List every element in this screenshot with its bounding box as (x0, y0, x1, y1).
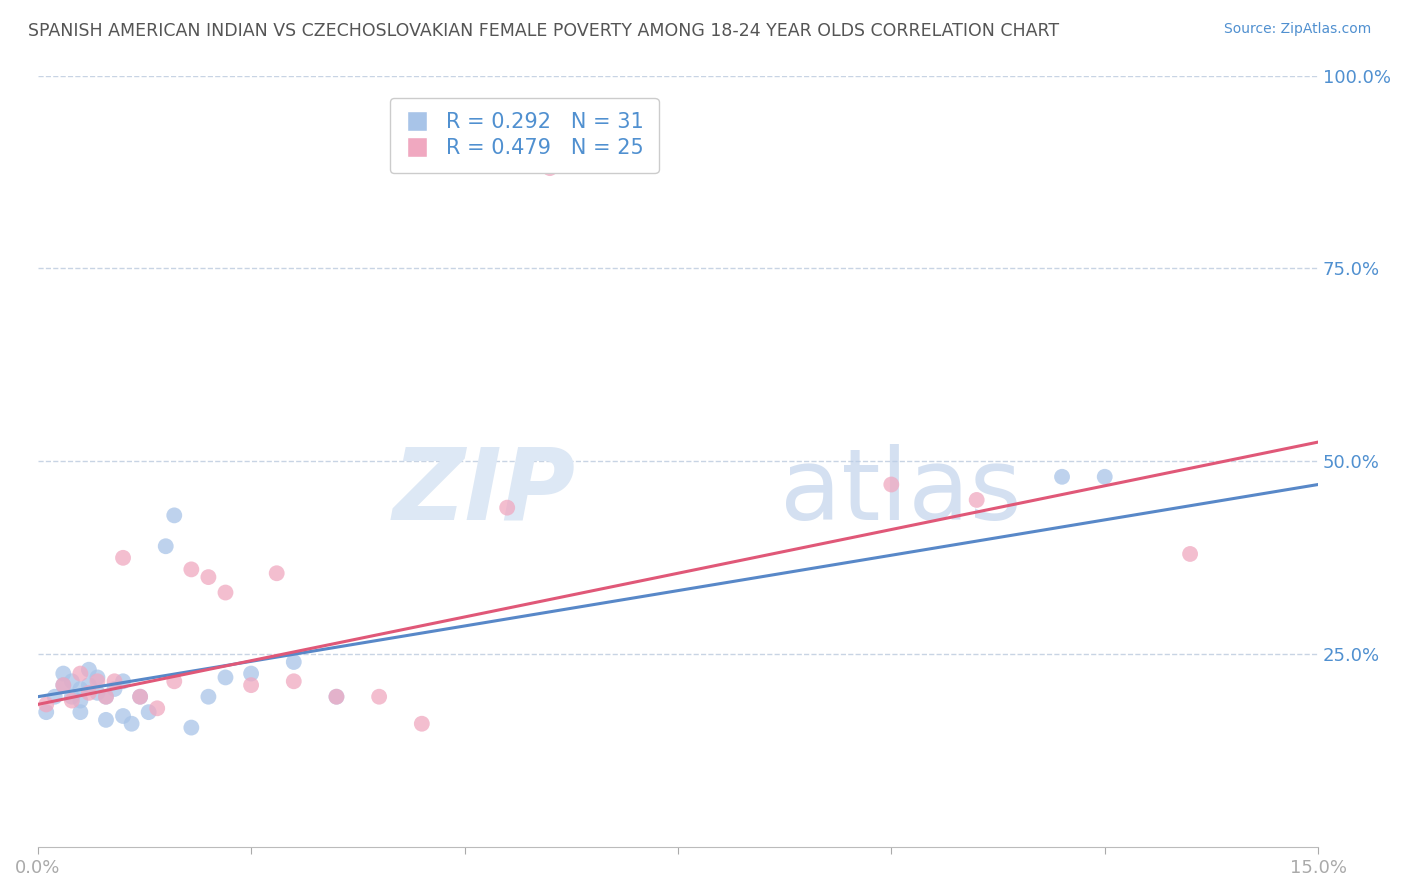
Point (60, 674, 83, 689)
Point (240, 666, 263, 681)
Point (538, 161, 561, 175)
Point (214, 585, 236, 599)
Point (35, 698, 58, 712)
Text: SPANISH AMERICAN INDIAN VS CZECHOSLOVAKIAN FEMALE POVERTY AMONG 18-24 YEAR OLDS : SPANISH AMERICAN INDIAN VS CZECHOSLOVAKI… (28, 22, 1059, 40)
Point (69, 693, 91, 707)
Text: Source: ZipAtlas.com: Source: ZipAtlas.com (1223, 22, 1371, 37)
Point (112, 550, 135, 565)
Text: ZIP: ZIP (392, 443, 575, 541)
Point (121, 716, 143, 731)
Point (103, 681, 125, 696)
Point (163, 674, 186, 689)
Point (180, 562, 202, 576)
Point (69, 681, 91, 696)
Point (496, 500, 519, 515)
Point (77, 686, 100, 700)
Point (129, 690, 152, 704)
Point (1178, 547, 1201, 561)
Point (44, 690, 66, 704)
Point (966, 492, 988, 507)
Point (214, 670, 236, 684)
Point (77, 663, 100, 677)
Point (35, 705, 58, 719)
Point (240, 678, 263, 692)
Point (197, 690, 219, 704)
Point (77, 678, 100, 692)
Point (411, 716, 433, 731)
Point (112, 709, 135, 723)
Point (138, 705, 160, 719)
Point (69, 705, 91, 719)
Point (86, 674, 108, 689)
Point (155, 539, 177, 553)
Point (69, 666, 91, 681)
Legend: R = 0.292   N = 31, R = 0.479   N = 25: R = 0.292 N = 31, R = 0.479 N = 25 (389, 97, 658, 173)
Point (283, 655, 305, 669)
Point (86, 686, 108, 700)
Point (283, 674, 305, 689)
Point (163, 508, 186, 523)
Point (52, 666, 75, 681)
Point (52, 678, 75, 692)
Point (266, 566, 288, 581)
Point (94, 690, 117, 704)
Point (1094, 470, 1116, 484)
Point (325, 690, 347, 704)
Point (1050, 470, 1073, 484)
Point (146, 701, 169, 715)
Point (52, 678, 75, 692)
Point (94, 713, 117, 727)
Point (103, 674, 125, 689)
Point (880, 477, 903, 491)
Text: atlas: atlas (780, 443, 1022, 541)
Point (112, 674, 135, 689)
Point (325, 690, 347, 704)
Point (197, 570, 219, 584)
Point (180, 721, 202, 735)
Point (94, 690, 117, 704)
Point (86, 670, 108, 684)
Point (129, 690, 152, 704)
Point (60, 690, 83, 704)
Point (60, 693, 83, 707)
Point (368, 690, 391, 704)
